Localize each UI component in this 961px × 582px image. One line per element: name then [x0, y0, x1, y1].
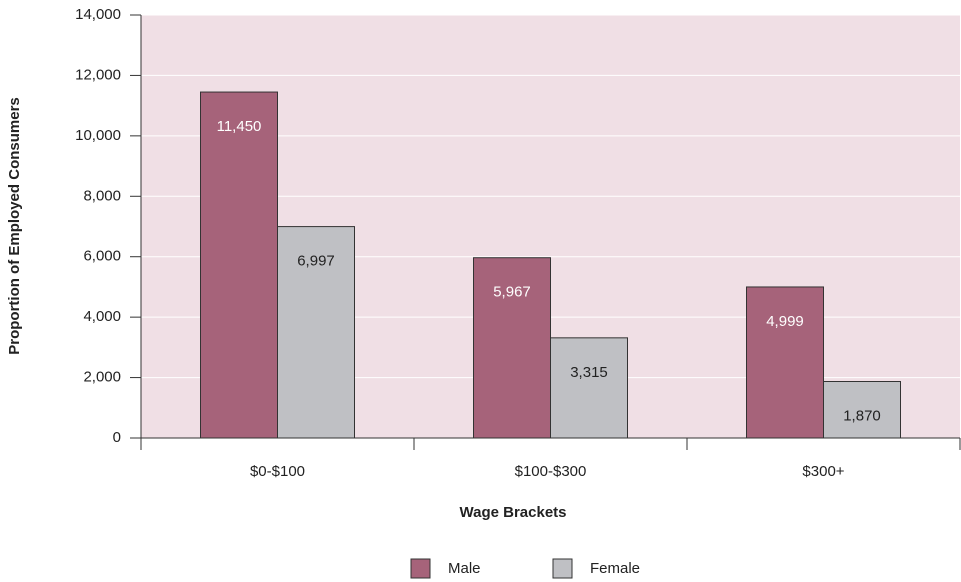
- x-tick-label: $100-$300: [515, 463, 587, 480]
- x-tick-label: $0-$100: [250, 463, 305, 480]
- legend-label: Female: [590, 560, 640, 577]
- bar: [746, 286, 824, 439]
- y-tick-label: 0: [113, 429, 121, 446]
- legend-swatch: [552, 558, 573, 579]
- bar: [277, 226, 355, 439]
- y-tick-label: 12,000: [75, 66, 121, 83]
- y-tick-label: 10,000: [75, 127, 121, 144]
- data-label: 3,315: [570, 364, 608, 381]
- data-label: 4,999: [766, 313, 804, 330]
- bar: [200, 91, 278, 439]
- data-label: 11,450: [217, 118, 262, 135]
- data-label: 1,870: [843, 407, 881, 424]
- x-axis-title: Wage Brackets: [460, 504, 567, 521]
- y-tick-label: 8,000: [83, 187, 121, 204]
- legend-swatch: [410, 558, 431, 579]
- y-tick-label: 14,000: [75, 6, 121, 23]
- data-label: 5,967: [493, 284, 531, 301]
- x-tick-label: $300+: [802, 463, 844, 480]
- y-axis-title: Proportion of Employed Consumers: [6, 97, 23, 355]
- bar: [473, 257, 551, 439]
- y-tick-label: 4,000: [83, 308, 121, 325]
- y-tick-label: 6,000: [83, 248, 121, 265]
- y-tick-label: 2,000: [83, 369, 121, 386]
- legend-label: Male: [448, 560, 481, 577]
- data-label: 6,997: [297, 253, 335, 270]
- bar: [823, 380, 901, 439]
- bar: [550, 337, 628, 439]
